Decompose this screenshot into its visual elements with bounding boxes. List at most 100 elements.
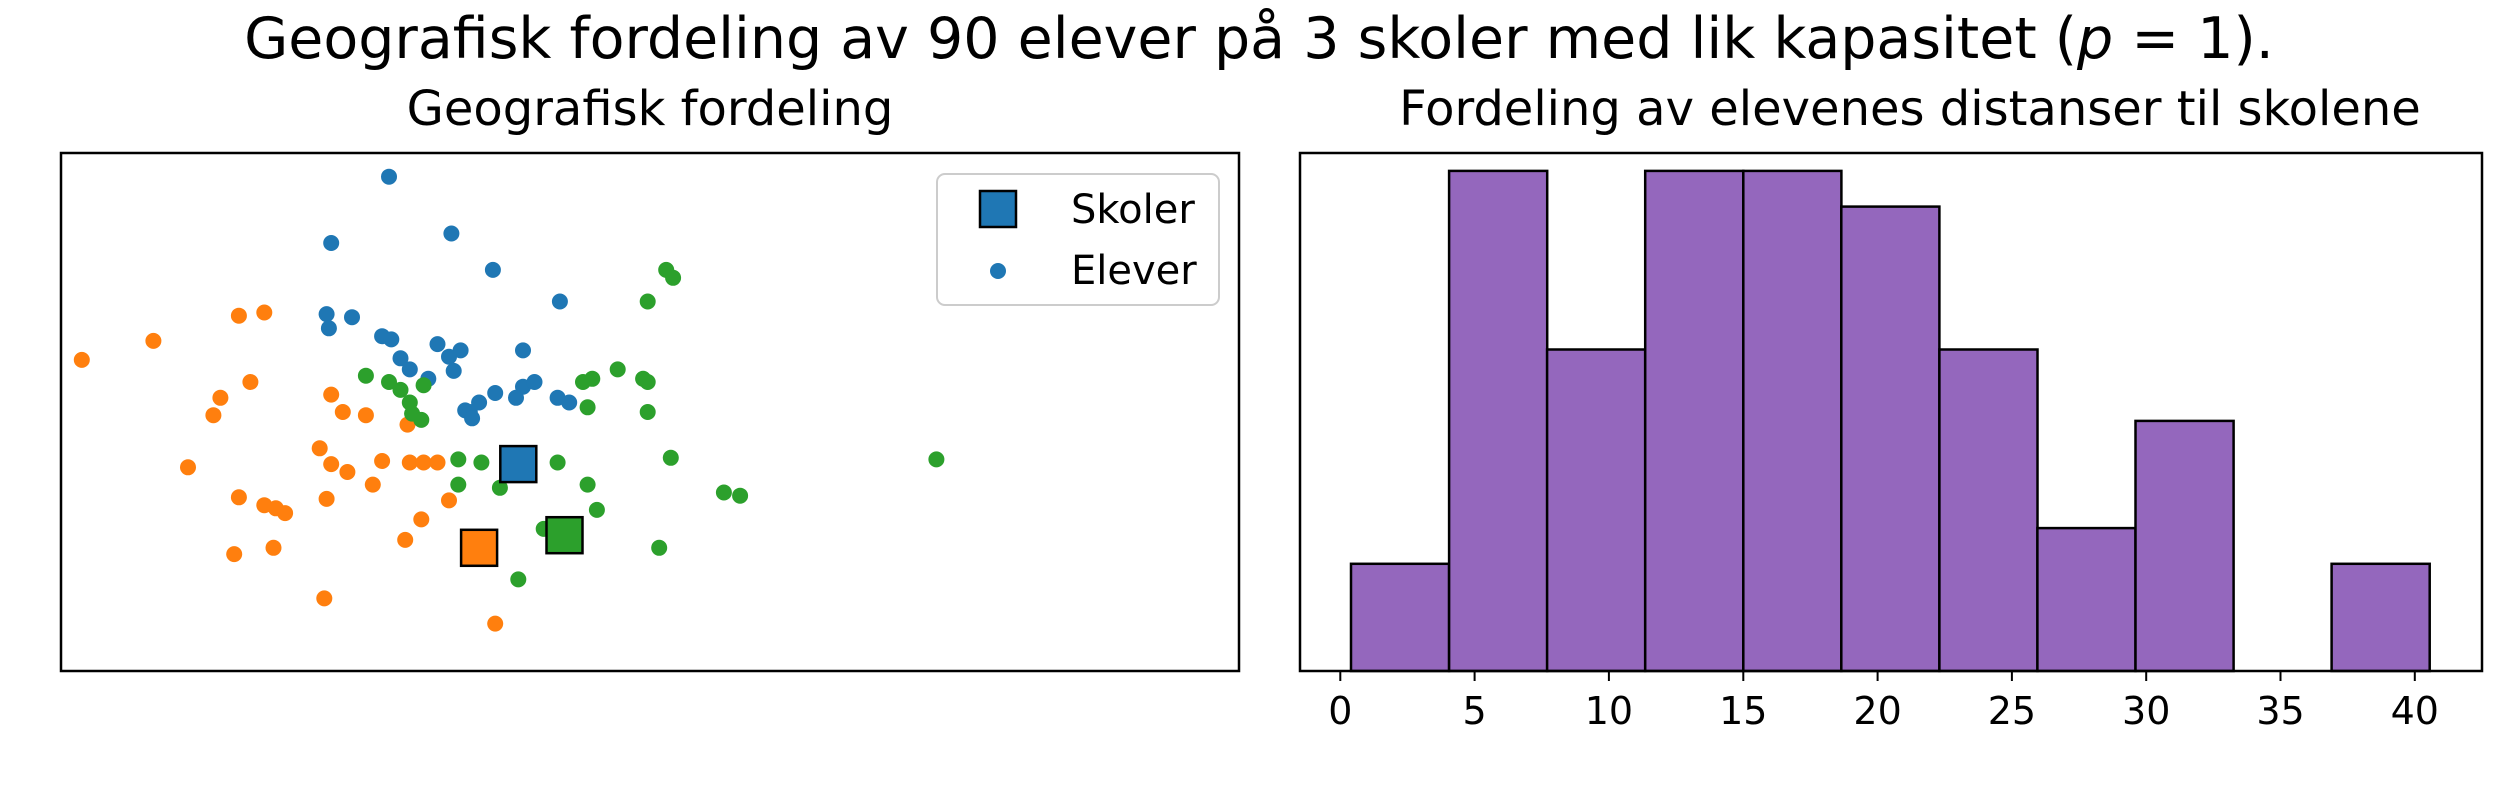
student-point [639, 374, 656, 390]
x-tick-label: 20 [1853, 689, 1901, 733]
figure-title-tail: = 1). [2113, 6, 2274, 72]
student-point [651, 539, 668, 556]
student-point [401, 361, 418, 378]
x-tick-label: 30 [2122, 689, 2170, 733]
student-point [928, 451, 945, 468]
student-point [145, 332, 162, 349]
scatter-frame [59, 151, 1241, 673]
student-point [662, 449, 679, 466]
figure-title-text: Geografisk fordeling av 90 elever på 3 s… [244, 6, 2077, 72]
figure-title: Geografisk fordeling av 90 elever på 3 s… [244, 6, 2274, 72]
student-point [226, 546, 243, 563]
scatter-points [73, 168, 945, 632]
student-point [588, 501, 605, 518]
histogram-title: Fordeling av elevenes distanser til skol… [1399, 81, 2421, 137]
x-tick-label: 5 [1463, 689, 1487, 733]
student-point [242, 374, 259, 390]
student-point [357, 407, 374, 424]
scatter-title: Geografisk fordeling [407, 81, 894, 137]
student-point [381, 374, 397, 390]
student-point [383, 331, 400, 348]
histogram-panel: Fordeling av elevenes distanser til skol… [1298, 81, 2484, 733]
student-point [510, 571, 527, 588]
school-marker-0 [499, 444, 538, 484]
student-point [508, 389, 524, 406]
student-point [526, 374, 543, 390]
student-point [441, 492, 457, 509]
student-point [415, 377, 432, 394]
student-point [665, 269, 682, 286]
student-point [487, 615, 504, 632]
school-markers [459, 444, 584, 568]
histogram-x-axis: 0 5 10 15 20 25 30 35 40 [1328, 671, 2439, 733]
student-point [413, 511, 430, 528]
legend: Skoler Elever [936, 173, 1220, 306]
histogram-bar [1742, 169, 1843, 673]
student-point [230, 489, 247, 506]
student-point [415, 454, 432, 471]
student-point [429, 336, 446, 353]
student-point [180, 459, 196, 476]
student-point [575, 374, 591, 390]
x-tick-label: 25 [1988, 689, 2036, 733]
legend-label-schools: Skoler [1071, 187, 1195, 233]
histogram-bar [1349, 562, 1451, 673]
histogram-bar [1938, 348, 2039, 673]
histogram-bar [1447, 169, 1549, 673]
student-point [429, 454, 446, 471]
student-point [318, 490, 335, 507]
student-point [715, 484, 732, 501]
student-point [445, 362, 462, 379]
student-point [230, 307, 247, 324]
student-point [205, 407, 222, 424]
student-point [374, 453, 391, 469]
legend-label-students: Elever [1071, 248, 1197, 294]
histogram-bar [2330, 562, 2431, 673]
student-point [487, 385, 504, 401]
student-point [484, 261, 501, 278]
histogram-bar [2134, 419, 2235, 673]
student-point [473, 454, 490, 471]
histogram-frame [1298, 151, 2484, 673]
histogram-bar [2036, 526, 2137, 673]
student-point [323, 235, 340, 251]
student-point [515, 342, 531, 359]
student-point [316, 590, 333, 607]
student-point [265, 539, 282, 556]
student-point [277, 505, 294, 522]
student-point [323, 456, 340, 473]
student-point [491, 479, 508, 496]
student-point [609, 361, 626, 378]
student-point [561, 394, 578, 411]
student-point [397, 531, 414, 548]
student-point [344, 309, 360, 326]
histogram-bars [1349, 169, 2431, 673]
x-tick-label: 10 [1585, 689, 1633, 733]
student-point [579, 399, 596, 416]
x-tick-label: 40 [2391, 689, 2439, 733]
histogram-bar [1545, 348, 1647, 673]
student-point [450, 476, 467, 493]
student-point [311, 440, 328, 457]
legend-student-marker [990, 263, 1006, 279]
student-point [401, 454, 418, 471]
x-tick-label: 35 [2256, 689, 2304, 733]
student-point [639, 404, 656, 420]
student-point [334, 404, 351, 420]
x-tick-label: 0 [1328, 689, 1352, 733]
student-point [443, 225, 460, 242]
student-point [392, 381, 409, 398]
x-tick-label: 15 [1719, 689, 1767, 733]
scatter-panel: Geografisk fordeling Skoler Elever [59, 81, 1241, 673]
student-point [339, 464, 356, 480]
histogram-bar [1840, 205, 1941, 673]
student-point [364, 476, 381, 493]
student-point [464, 410, 481, 427]
histogram-bar [1643, 169, 1745, 673]
student-point [639, 293, 656, 310]
legend-school-marker [978, 189, 1018, 229]
student-point [73, 351, 90, 368]
student-point [357, 367, 374, 384]
